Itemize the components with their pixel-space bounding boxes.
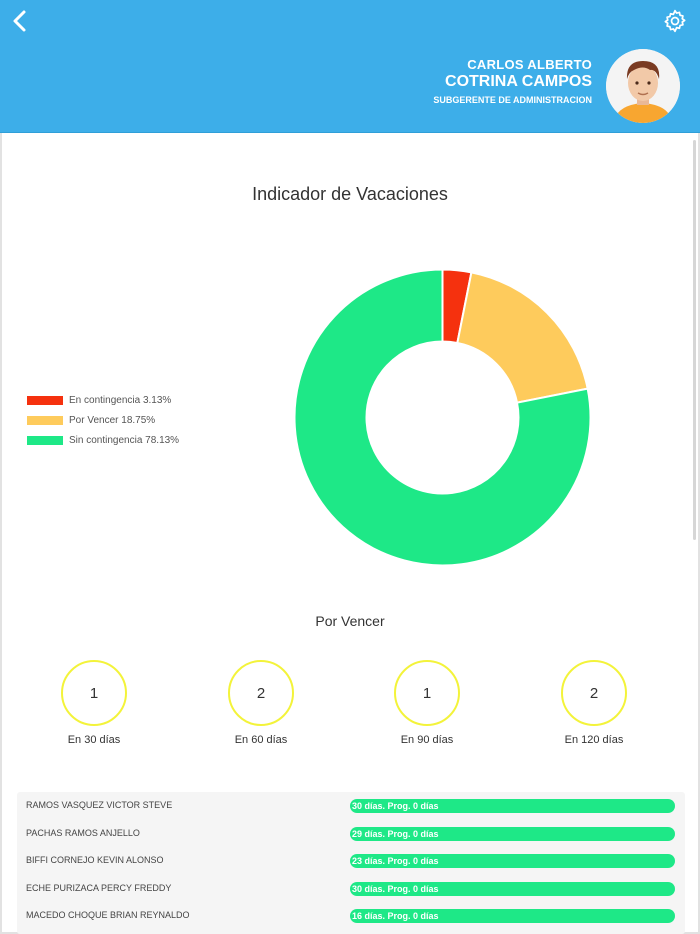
list-item[interactable]: MACEDO CHOQUE BRIAN REYNALDO 16 días. Pr… — [17, 902, 685, 929]
list-item[interactable]: ECHE PURIZACA PERCY FREDDY 30 días. Prog… — [17, 875, 685, 902]
counter-label: En 60 días — [234, 734, 288, 746]
counter-label: En 30 días — [67, 734, 121, 746]
chevron-left-icon — [13, 10, 26, 32]
employee-name: RAMOS VASQUEZ VICTOR STEVE — [26, 800, 173, 810]
counter-30-days[interactable]: 1 En 30 días — [39, 660, 149, 746]
counter-60-days[interactable]: 2 En 60 días — [206, 660, 316, 746]
counter-label: En 120 días — [564, 734, 624, 746]
employee-name: MACEDO CHOQUE BRIAN REYNALDO — [26, 910, 190, 920]
scrollbar[interactable] — [693, 140, 696, 540]
legend-swatch — [27, 435, 63, 445]
gear-icon — [664, 9, 686, 33]
legend-label: Sin contingencia 78.13% — [69, 434, 180, 446]
status-bar: 29 días. Prog. 0 días — [350, 827, 675, 841]
donut-slice-sin-contingencia[interactable] — [293, 268, 592, 567]
donut-chart — [293, 268, 592, 567]
legend-item[interactable]: Por Vencer 18.75% — [27, 410, 179, 430]
list-item[interactable]: PACHAS RAMOS ANJELLO 29 días. Prog. 0 dí… — [17, 820, 685, 847]
legend-label: En contingencia 3.13% — [69, 394, 172, 406]
counter-120-days[interactable]: 2 En 120 días — [539, 660, 649, 746]
user-avatar-icon — [606, 49, 680, 123]
status-bar: 23 días. Prog. 0 días — [350, 854, 675, 868]
por-vencer-title: Por Vencer — [315, 613, 385, 629]
donut-slice-por-vencer[interactable] — [456, 271, 589, 404]
counter-label: En 90 días — [400, 734, 454, 746]
user-first-name: CARLOS ALBERTO — [467, 57, 592, 72]
list-item[interactable]: RAMOS VASQUEZ VICTOR STEVE 30 días. Prog… — [17, 792, 685, 819]
counter-value: 1 — [394, 660, 460, 726]
status-bar: 30 días. Prog. 0 días — [350, 799, 675, 813]
legend-item[interactable]: Sin contingencia 78.13% — [27, 430, 179, 450]
counter-value: 1 — [61, 660, 127, 726]
counter-value: 2 — [228, 660, 294, 726]
header-bar: CARLOS ALBERTO COTRINA CAMPOS SUBGERENTE… — [0, 0, 700, 133]
user-last-name: COTRINA CAMPOS — [445, 73, 592, 90]
status-bar: 30 días. Prog. 0 días — [350, 882, 675, 896]
employee-name: PACHAS RAMOS ANJELLO — [26, 828, 140, 838]
legend-swatch — [27, 395, 63, 405]
list-item[interactable]: BIFFI CORNEJO KEVIN ALONSO 23 días. Prog… — [17, 847, 685, 874]
chart-title: Indicador de Vacaciones — [252, 184, 448, 204]
back-button[interactable] — [8, 8, 34, 38]
avatar[interactable] — [606, 49, 680, 123]
counter-value: 2 — [561, 660, 627, 726]
legend-item[interactable]: En contingencia 3.13% — [27, 390, 179, 410]
employee-list: RAMOS VASQUEZ VICTOR STEVE 30 días. Prog… — [17, 792, 685, 934]
counter-90-days[interactable]: 1 En 90 días — [372, 660, 482, 746]
legend-label: Por Vencer 18.75% — [69, 414, 156, 426]
employee-name: ECHE PURIZACA PERCY FREDDY — [26, 883, 172, 893]
chart-legend: En contingencia 3.13% Por Vencer 18.75% … — [27, 390, 179, 450]
settings-button[interactable] — [662, 8, 688, 34]
user-role: SUBGERENTE DE ADMINISTRACION — [433, 95, 592, 105]
user-info: CARLOS ALBERTO COTRINA CAMPOS SUBGERENTE… — [433, 57, 592, 108]
legend-swatch — [27, 415, 63, 425]
status-bar: 16 días. Prog. 0 días — [350, 909, 675, 923]
employee-name: BIFFI CORNEJO KEVIN ALONSO — [26, 855, 164, 865]
